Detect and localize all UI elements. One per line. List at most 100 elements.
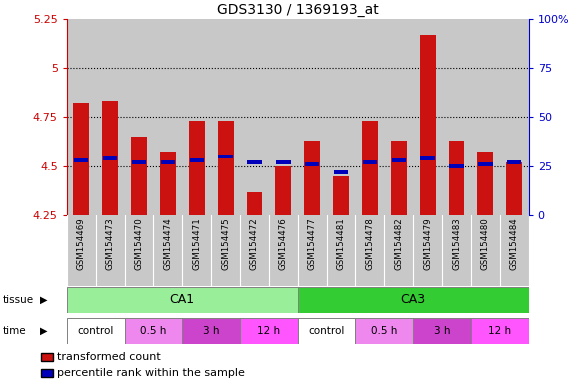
Bar: [333, 176, 349, 215]
Bar: [189, 121, 205, 215]
Text: 0.5 h: 0.5 h: [371, 326, 397, 336]
Text: transformed count: transformed count: [57, 352, 161, 362]
Text: GSM154479: GSM154479: [423, 217, 432, 270]
Bar: [327, 215, 356, 286]
Bar: [442, 215, 471, 286]
Text: GSM154481: GSM154481: [336, 217, 346, 270]
Bar: [124, 318, 182, 344]
Text: GSM154472: GSM154472: [250, 217, 259, 270]
Text: GSM154476: GSM154476: [279, 217, 288, 270]
Bar: [240, 19, 269, 215]
Bar: [96, 19, 124, 215]
Bar: [297, 287, 529, 313]
Bar: [275, 166, 291, 215]
Bar: [189, 159, 204, 162]
Bar: [276, 161, 290, 164]
Bar: [392, 159, 406, 162]
Bar: [471, 19, 500, 215]
Text: GSM154469: GSM154469: [77, 217, 86, 270]
Text: GSM154482: GSM154482: [394, 217, 403, 270]
Bar: [246, 192, 263, 215]
Bar: [362, 121, 378, 215]
Bar: [211, 215, 240, 286]
Bar: [73, 103, 89, 215]
Text: GSM154471: GSM154471: [192, 217, 201, 270]
Bar: [297, 19, 327, 215]
Bar: [269, 19, 298, 215]
Text: percentile rank within the sample: percentile rank within the sample: [57, 368, 245, 378]
Bar: [449, 164, 464, 168]
Bar: [96, 215, 124, 286]
Text: GSM154474: GSM154474: [163, 217, 173, 270]
Text: 12 h: 12 h: [488, 326, 511, 336]
Bar: [471, 318, 529, 344]
Bar: [478, 162, 493, 166]
Text: GSM154477: GSM154477: [308, 217, 317, 270]
Bar: [218, 154, 233, 158]
Bar: [385, 19, 413, 215]
Bar: [471, 215, 500, 286]
Text: GSM154480: GSM154480: [481, 217, 490, 270]
Bar: [102, 101, 118, 215]
Bar: [356, 318, 413, 344]
Bar: [248, 161, 261, 164]
Text: 3 h: 3 h: [434, 326, 450, 336]
Bar: [67, 287, 298, 313]
Bar: [211, 19, 240, 215]
Bar: [67, 215, 96, 286]
Text: GSM154473: GSM154473: [106, 217, 114, 270]
Bar: [160, 152, 176, 215]
Bar: [124, 215, 153, 286]
Text: control: control: [77, 326, 114, 336]
Text: GSM154475: GSM154475: [221, 217, 230, 270]
Text: GSM154483: GSM154483: [452, 217, 461, 270]
Bar: [356, 215, 385, 286]
Bar: [363, 161, 377, 164]
Text: CA3: CA3: [401, 293, 426, 306]
Bar: [305, 162, 320, 166]
Text: tissue: tissue: [3, 295, 34, 305]
Bar: [182, 318, 240, 344]
Text: control: control: [309, 326, 345, 336]
Bar: [269, 215, 298, 286]
Bar: [506, 162, 522, 215]
Bar: [478, 152, 493, 215]
Title: GDS3130 / 1369193_at: GDS3130 / 1369193_at: [217, 3, 379, 17]
Text: 12 h: 12 h: [257, 326, 281, 336]
Text: 3 h: 3 h: [203, 326, 220, 336]
Bar: [500, 215, 529, 286]
Text: CA1: CA1: [170, 293, 195, 306]
Bar: [67, 19, 96, 215]
Bar: [153, 215, 182, 286]
Bar: [103, 157, 117, 160]
Bar: [160, 161, 175, 164]
Bar: [507, 161, 522, 164]
Bar: [153, 19, 182, 215]
Bar: [391, 141, 407, 215]
Bar: [334, 170, 348, 174]
Text: ▶: ▶: [40, 326, 47, 336]
Bar: [304, 141, 320, 215]
Bar: [297, 215, 327, 286]
Bar: [131, 137, 147, 215]
Bar: [385, 215, 413, 286]
Bar: [182, 19, 211, 215]
Bar: [240, 318, 297, 344]
Text: 0.5 h: 0.5 h: [140, 326, 167, 336]
Bar: [421, 157, 435, 160]
Bar: [449, 141, 464, 215]
Bar: [500, 19, 529, 215]
Text: ▶: ▶: [40, 295, 47, 305]
Bar: [413, 215, 442, 286]
Bar: [182, 215, 211, 286]
Bar: [132, 161, 146, 164]
Text: GSM154478: GSM154478: [365, 217, 374, 270]
Text: GSM154470: GSM154470: [134, 217, 144, 270]
Bar: [124, 19, 153, 215]
Bar: [419, 35, 436, 215]
Bar: [240, 215, 269, 286]
Bar: [413, 318, 471, 344]
Text: time: time: [3, 326, 27, 336]
Bar: [442, 19, 471, 215]
Text: GSM154484: GSM154484: [510, 217, 519, 270]
